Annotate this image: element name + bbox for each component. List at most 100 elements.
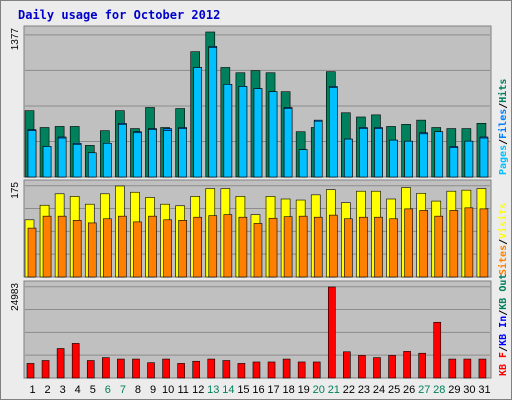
bar-kb-f xyxy=(343,351,351,379)
panel-visits-sites: 175 Sites/Visits xyxy=(10,179,509,278)
day-label: 6 xyxy=(105,384,111,396)
legend-entry: / xyxy=(498,103,509,109)
bar-pages xyxy=(133,132,142,178)
legend-entry: Files xyxy=(497,109,509,139)
bar-kb-f xyxy=(162,358,170,379)
day-label: 4 xyxy=(75,384,81,396)
day-label: 1 xyxy=(29,384,35,396)
bar-sites xyxy=(419,210,428,278)
bar-sites xyxy=(344,218,353,278)
bar-kb-f xyxy=(147,362,155,379)
day-label: 9 xyxy=(150,384,156,396)
bar-pages xyxy=(313,120,323,178)
bar-sites xyxy=(389,218,398,278)
legend-entry: / xyxy=(498,239,509,245)
day-label: 30 xyxy=(463,384,475,396)
legend-entry: KB F xyxy=(498,352,509,376)
bar-pages xyxy=(283,108,293,178)
day-label: 23 xyxy=(358,384,370,396)
bar-pages xyxy=(238,86,248,178)
legend-entry: KB Out xyxy=(498,274,509,310)
day-label: 15 xyxy=(237,384,249,396)
bar-sites xyxy=(449,210,459,278)
bar-kb-f xyxy=(388,355,396,379)
bar-pages xyxy=(72,144,82,178)
bar-kb-f xyxy=(478,358,487,379)
bar-pages xyxy=(479,137,489,178)
bar-sites xyxy=(133,221,142,278)
day-labels: 1 2 3 4 5 6 7 8 9 10 11 12 13 14 15 16 17 18 19 20 21 22 23 24 2… xyxy=(29,384,490,396)
day-label: 18 xyxy=(283,384,295,396)
bar-pages xyxy=(193,67,203,178)
bar-pages xyxy=(208,47,218,178)
bar-kb-f xyxy=(252,361,261,379)
bars-hits-files-pages xyxy=(24,31,489,178)
bar-pages xyxy=(434,131,444,178)
day-label: 11 xyxy=(177,384,188,396)
chart-panels: 1377Pages/Files/Hits175Sites/Visits24983… xyxy=(10,25,509,379)
day-label: 3 xyxy=(60,384,66,396)
y-max-label: 1377 xyxy=(10,28,21,51)
day-label: 31 xyxy=(478,384,490,396)
day-label: 16 xyxy=(252,384,264,396)
day-label: 7 xyxy=(120,384,126,396)
bar-kb-f xyxy=(448,358,457,379)
day-label: 26 xyxy=(403,384,415,396)
bar-pages xyxy=(163,130,172,178)
day-label: 20 xyxy=(313,384,325,396)
bar-pages xyxy=(57,137,67,178)
legend-entry: / xyxy=(498,139,509,145)
bar-kb-f xyxy=(117,358,125,379)
bar-pages xyxy=(118,124,127,178)
legend-entry: KB In xyxy=(498,316,509,346)
bar-sites xyxy=(404,208,413,278)
bar-pages xyxy=(344,138,353,178)
day-label: 14 xyxy=(222,384,234,396)
bar-kb-f xyxy=(177,363,185,379)
bar-sites xyxy=(479,208,489,278)
bar-sites xyxy=(103,218,112,278)
bar-sites xyxy=(268,217,278,278)
bar-kb-f xyxy=(132,358,140,379)
bar-pages xyxy=(148,129,157,178)
bar-pages xyxy=(449,147,459,178)
bar-sites xyxy=(359,216,368,278)
bar-kb-f xyxy=(403,351,411,379)
bar-kb-f xyxy=(418,352,426,379)
bar-sites xyxy=(42,215,52,278)
bar-kb-f xyxy=(297,361,306,379)
legend-entry: Pages xyxy=(498,145,509,175)
bar-kb-f xyxy=(373,357,381,379)
legend-entry: / xyxy=(498,310,509,316)
bar-sites xyxy=(87,222,97,278)
legend-entry: Sites xyxy=(497,245,509,275)
bar-pages xyxy=(253,88,263,178)
bar-pages xyxy=(419,133,428,178)
bars-kbytes xyxy=(26,286,487,379)
bar-pages xyxy=(404,140,413,178)
bar-pages xyxy=(374,128,383,178)
bar-kb-f xyxy=(237,363,246,379)
bar-sites xyxy=(57,215,67,278)
bar-pages xyxy=(87,152,97,178)
day-label: 22 xyxy=(343,384,355,396)
day-label: 24 xyxy=(373,384,385,396)
day-label: 8 xyxy=(135,384,141,396)
bar-kb-f xyxy=(86,360,95,379)
day-label: 28 xyxy=(433,384,445,396)
bar-sites xyxy=(253,223,263,278)
bar-kb-f xyxy=(192,360,201,379)
bar-kb-f xyxy=(282,358,291,379)
day-label: 27 xyxy=(418,384,430,396)
day-label: 12 xyxy=(192,384,204,396)
day-label: 10 xyxy=(162,384,174,396)
day-label: 19 xyxy=(298,384,310,396)
legend-entry: Visits xyxy=(497,203,509,239)
bar-sites xyxy=(178,220,187,278)
bar-kb-f xyxy=(207,358,216,379)
bar-pages xyxy=(223,84,233,178)
bar-sites xyxy=(238,216,248,278)
bar-kb-f xyxy=(463,358,472,379)
bar-kb-f xyxy=(102,357,110,379)
